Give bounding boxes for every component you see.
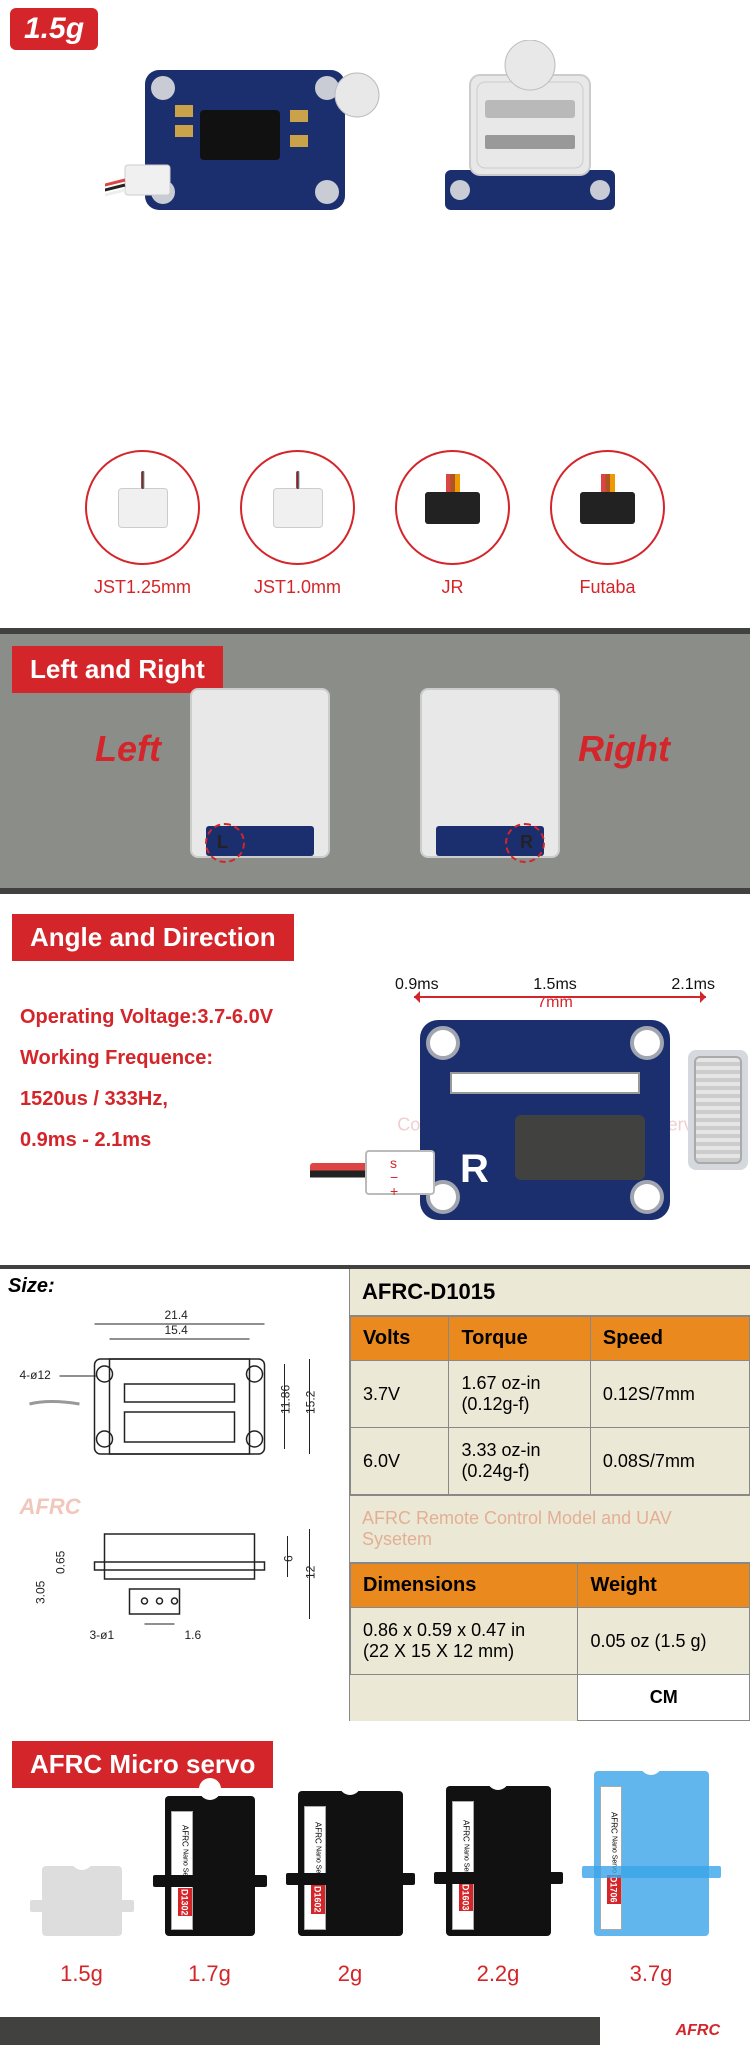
lr-left-item: Left L — [190, 688, 330, 858]
mechanical-drawing: 15.4 21.4 4-ø12 11.86 15.2 12 6 0.65 3.0… — [8, 1304, 341, 1654]
spec-table-1: VoltsTorqueSpeed 3.7V1.67 oz-in (0.12g-f… — [350, 1316, 750, 1495]
svg-text:12: 12 — [304, 1565, 318, 1579]
spec-header: Torque — [449, 1317, 590, 1361]
lr-right-label: Right — [578, 728, 670, 770]
angle-text-block: Operating Voltage:3.7-6.0V Working Frequ… — [20, 976, 380, 1240]
spec-header: Weight — [578, 1564, 750, 1608]
connector-jst1-0mm: JST1.0mm — [240, 450, 355, 598]
connector-futaba: Futaba — [550, 450, 665, 598]
working-freq-label: Working Frequence: — [20, 1047, 380, 1070]
r-orientation-mark: R — [460, 1147, 489, 1192]
operating-voltage: Operating Voltage:3.7-6.0V — [20, 1006, 380, 1029]
micro-servo-d1706: AFRC Nano Servo D17063.7g — [594, 1771, 709, 1987]
micro-servo-d1602: AFRC Nano Servo D16022g — [298, 1791, 403, 1987]
svg-text:15.2: 15.2 — [304, 1390, 318, 1414]
lr-left-code: L — [217, 832, 228, 853]
svg-text:6: 6 — [282, 1555, 296, 1562]
spec-dimensions: 0.86 x 0.59 x 0.47 in (22 X 15 X 12 mm) — [351, 1608, 578, 1675]
signal-pin-labels: s − + — [390, 1156, 398, 1198]
spec-speed: 0.08S/7mm — [590, 1428, 749, 1495]
working-freq-2: 0.9ms - 2.1ms — [20, 1129, 380, 1152]
size-heading: Size: — [8, 1275, 341, 1298]
svg-text:1.6: 1.6 — [185, 1628, 202, 1642]
svg-text:V1.0: V1.0 — [154, 209, 179, 228]
spec-section: Size: 15.4 21.4 4-ø12 11.86 15.2 — [0, 1265, 750, 1721]
spec-watermark-row: AFRC Remote Control Model and UAV Sysete… — [350, 1495, 750, 1563]
svg-text:15.4: 15.4 — [165, 1323, 189, 1337]
spec-weight: 0.05 oz (1.5 g) — [578, 1608, 750, 1675]
lr-right-code: R — [520, 832, 533, 853]
spec-header: Speed — [590, 1317, 749, 1361]
connector-row: JST1.25mm JST1.0mm JR Futaba — [0, 430, 750, 628]
angle-section: Angle and Direction Operating Voltage:3.… — [0, 888, 750, 1265]
lr-title-tag: Left and Right — [12, 646, 223, 693]
spec-header: Dimensions — [351, 1564, 578, 1608]
spec-unit: CM — [578, 1675, 750, 1721]
micro-servo-d1302: AFRC Nano Servo D13021.7g — [165, 1796, 255, 1987]
svg-text:11.86: 11.86 — [279, 1385, 293, 1414]
micro-servo-d1603: AFRC Nano Servo D16032.2g — [446, 1786, 551, 1987]
spec-model-title: AFRC-D1015 — [350, 1269, 750, 1316]
svg-text:3-ø1: 3-ø1 — [90, 1628, 115, 1642]
micro-servo-d1015: 1.5g — [42, 1866, 122, 1987]
spec-torque: 3.33 oz-in (0.24g-f) — [449, 1428, 590, 1495]
spec-torque: 1.67 oz-in (0.12g-f) — [449, 1361, 590, 1428]
connector-jr: JR — [395, 450, 510, 598]
spec-volts: 3.7V — [351, 1361, 449, 1428]
spec-table-2: DimensionsWeight 0.86 x 0.59 x 0.47 in (… — [350, 1563, 750, 1721]
spec-volts: 6.0V — [351, 1428, 449, 1495]
angle-title-tag: Angle and Direction — [12, 914, 294, 961]
lr-right-item: Right R — [420, 688, 560, 858]
micro-servo-section: AFRC Micro servo 1.5g AFRC Nano Servo D13… — [0, 1721, 750, 2017]
ms-label: 1.5ms — [533, 976, 577, 994]
angle-diagram: 0.9ms1.5ms2.1ms 7mm Copyright © AFRC. Al… — [380, 976, 730, 1240]
footer-brand: AFRC — [676, 2022, 720, 2040]
spec-header: Volts — [351, 1317, 449, 1361]
pcb-top-view: AFRC V1.0 — [105, 40, 385, 240]
pcb-bottom-view — [415, 40, 645, 240]
weight-badge: 1.5g — [10, 8, 98, 50]
left-right-section: Left and Right Left L Right R — [0, 628, 750, 888]
connector-jst1-25mm: JST1.25mm — [85, 450, 200, 598]
svg-text:AFRC: AFRC — [161, 44, 197, 68]
footer-bar: AFRC — [0, 2017, 750, 2045]
hero-images: AFRC V1.0 — [0, 0, 750, 430]
svg-text:3.05: 3.05 — [34, 1580, 48, 1604]
working-freq-1: 1520us / 333Hz, — [20, 1088, 380, 1111]
svg-text:21.4: 21.4 — [165, 1308, 189, 1322]
lr-left-label: Left — [95, 728, 161, 770]
svg-text:0.65: 0.65 — [54, 1550, 68, 1574]
spec-speed: 0.12S/7mm — [590, 1361, 749, 1428]
svg-text:AFRC: AFRC — [19, 1494, 82, 1519]
micro-title-tag: AFRC Micro servo — [12, 1741, 273, 1788]
svg-text:4-ø12: 4-ø12 — [20, 1368, 52, 1382]
